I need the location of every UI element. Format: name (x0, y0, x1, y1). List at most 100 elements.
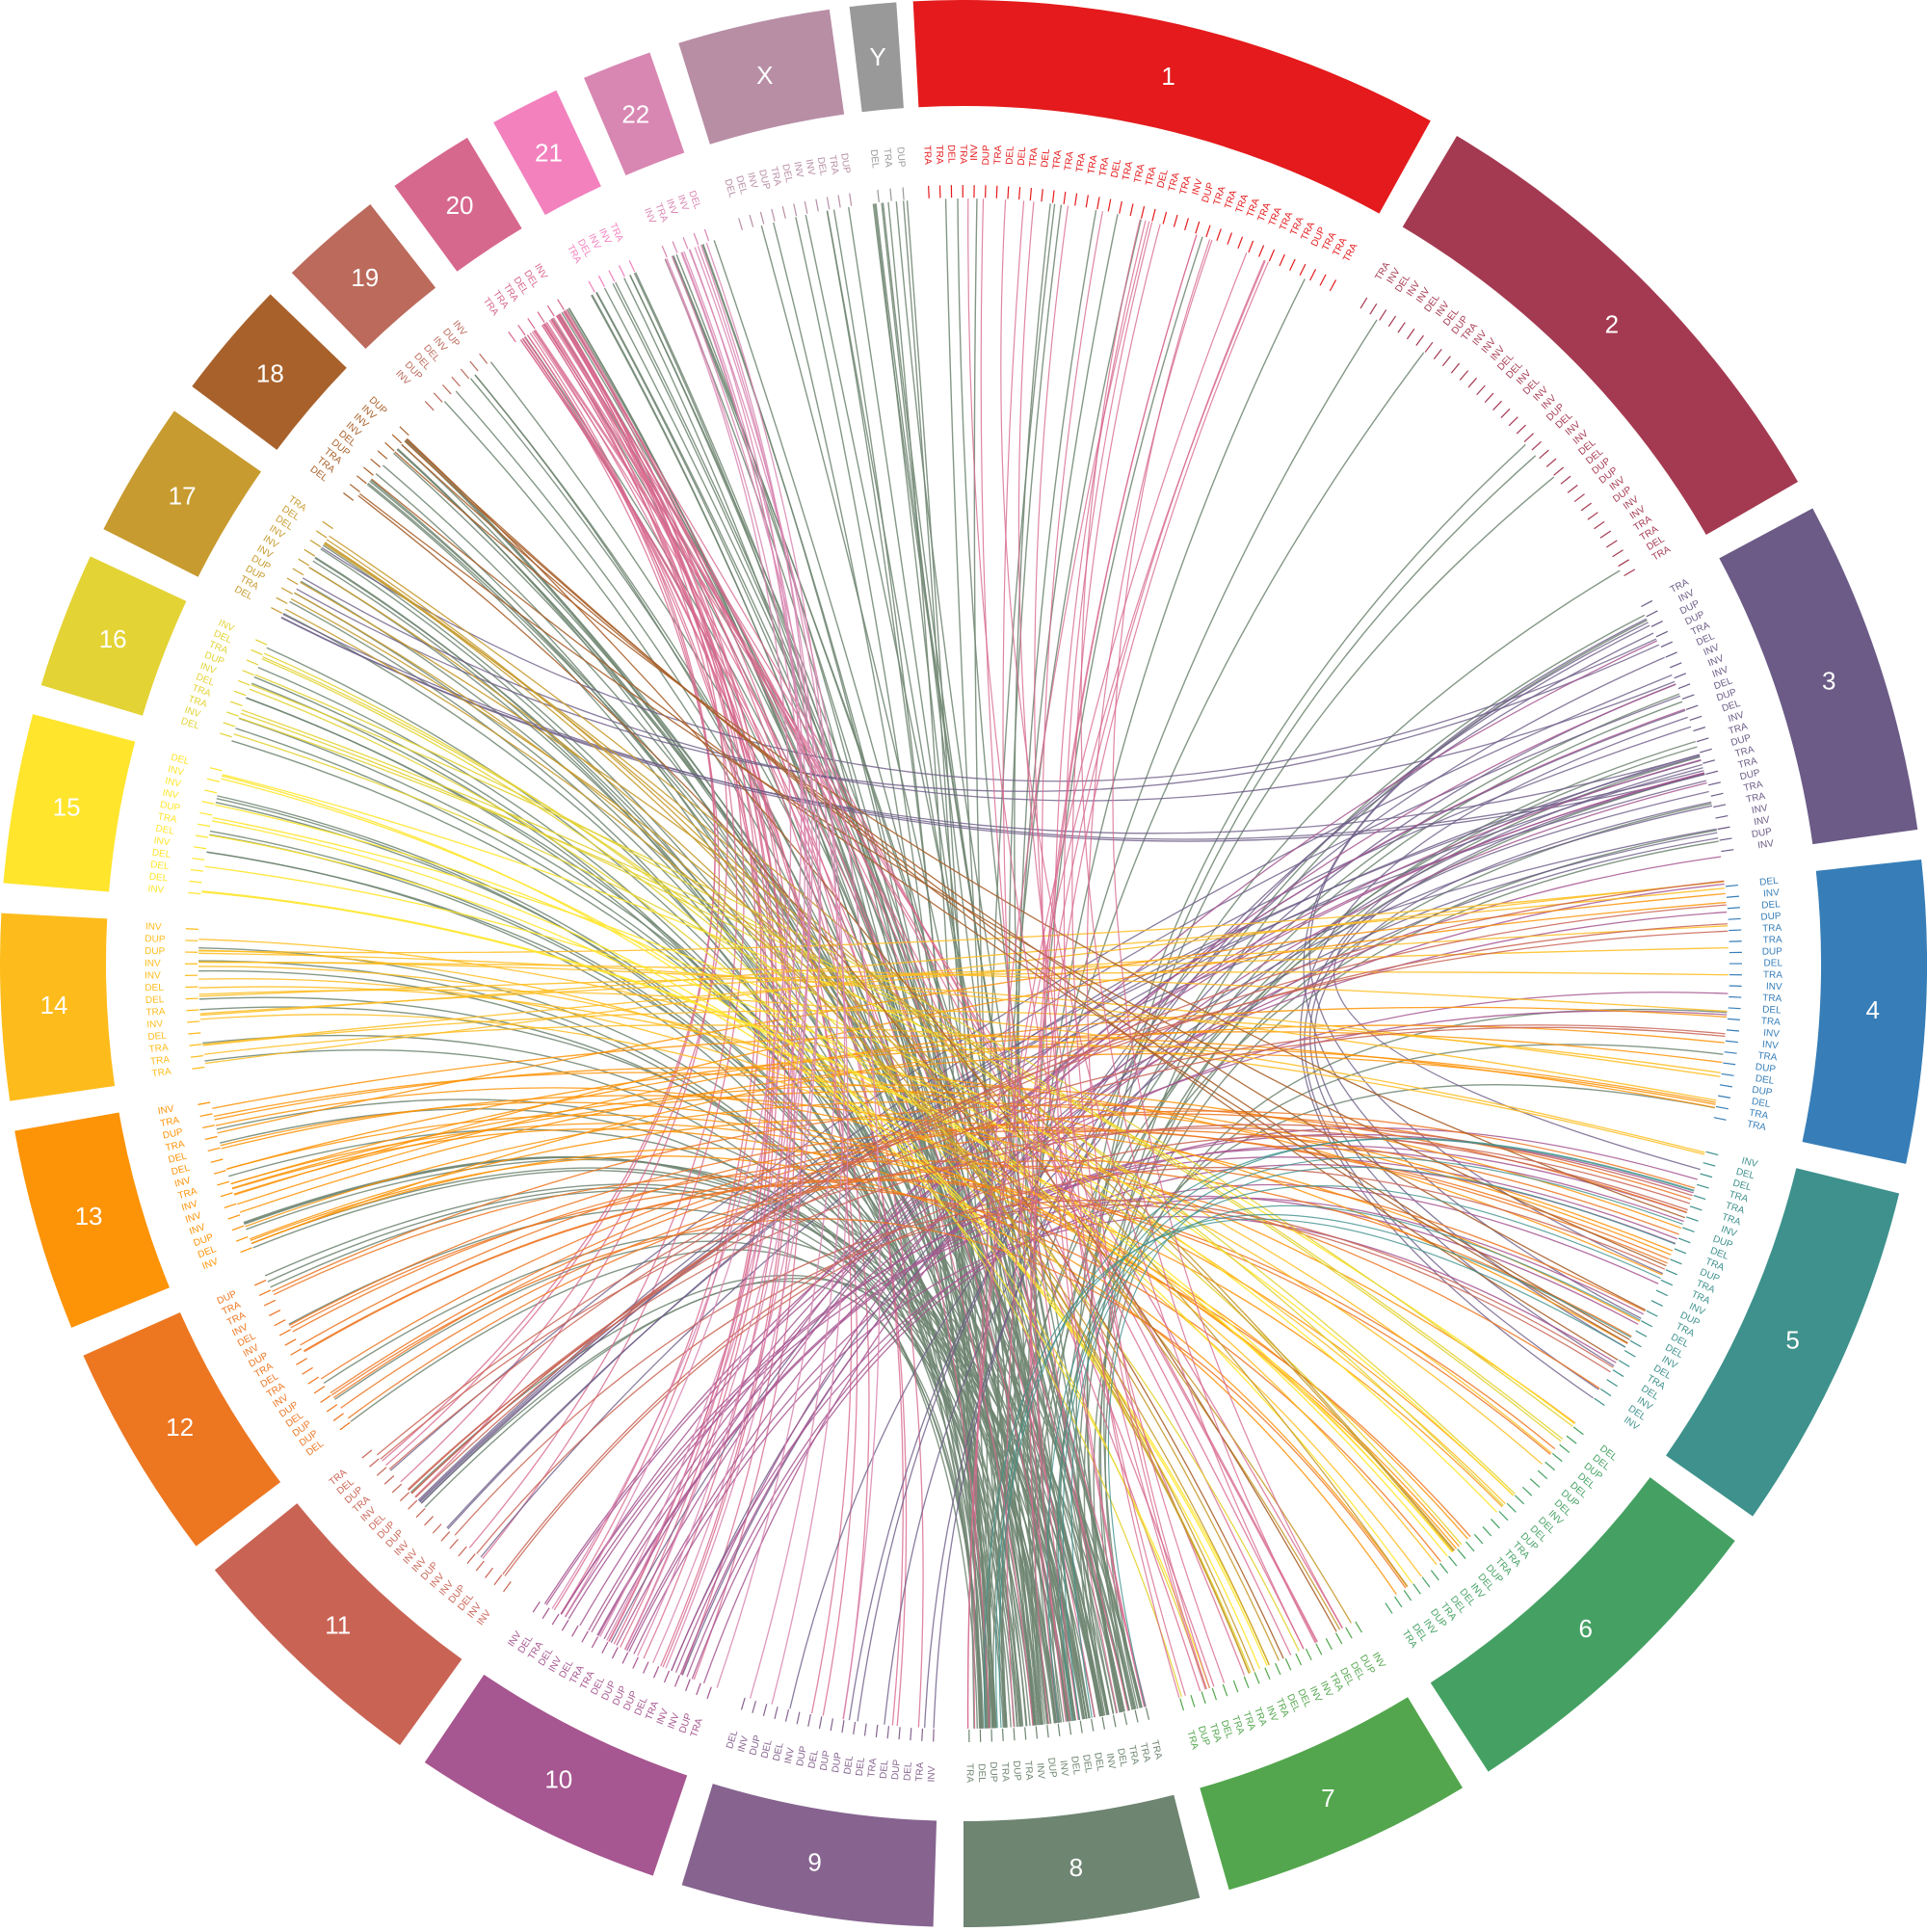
sv-tick (1716, 1106, 1729, 1108)
sv-tick (1003, 1729, 1004, 1741)
sv-tick (362, 1450, 372, 1458)
sv-tick (1458, 1549, 1465, 1559)
chromosome-label-14: 14 (40, 991, 68, 1019)
sv-tick (1075, 194, 1077, 206)
sv-tick (377, 1468, 386, 1476)
sv-tick (838, 196, 840, 208)
sv-tick (1501, 409, 1510, 417)
sv-tick (314, 1387, 325, 1393)
sv-type-label: DUP (988, 1761, 999, 1783)
sv-type-label: DUP (145, 934, 166, 945)
sv-tick (622, 1653, 628, 1664)
sv-tick (321, 1395, 331, 1402)
sv-tick (552, 1614, 559, 1625)
sv-tick (243, 671, 254, 675)
sv-tick (697, 1683, 700, 1695)
sv-tick (1651, 622, 1663, 627)
sv-tick (1690, 1206, 1702, 1210)
sv-tick (486, 1568, 493, 1577)
sv-tick (281, 588, 292, 594)
sv-tick (547, 305, 554, 316)
sv-tick (205, 1137, 218, 1140)
sv-tick (442, 384, 451, 394)
sv-tick (1058, 1724, 1060, 1736)
chromosome-label-21: 21 (535, 139, 563, 168)
sv-type-label: INV (1034, 1762, 1046, 1780)
sv-tick (1185, 218, 1189, 229)
sv-type-label: TRA (1757, 1050, 1778, 1063)
sv-tick (327, 1405, 337, 1412)
sv-tick (1729, 930, 1741, 931)
sv-tick (191, 870, 203, 872)
sv-tick (1619, 560, 1629, 567)
sv-type-label: INV (969, 145, 980, 161)
sv-tick (425, 401, 434, 410)
sv-tick (291, 1349, 302, 1356)
sv-tick (1280, 254, 1284, 266)
sv-type-label: DEL (945, 145, 956, 164)
sv-tick (194, 847, 206, 849)
sv-tick (1499, 1511, 1508, 1520)
sv-tick (1722, 1073, 1734, 1075)
sv-tick (1212, 1688, 1216, 1700)
sv-type-label: INV (145, 959, 161, 969)
sv-tick (633, 1657, 639, 1669)
sv-type-label: TRA (882, 147, 894, 168)
sv-type-label: TRA (958, 145, 968, 164)
sv-tick (1600, 531, 1611, 538)
sv-tick (1269, 250, 1274, 261)
sv-tick (1102, 1717, 1104, 1730)
sv-type-label: DEL (1040, 147, 1052, 168)
sv-tick (1069, 1722, 1071, 1734)
sv-type-label: INV (157, 1103, 175, 1117)
sv-tick (259, 1290, 271, 1296)
sv-tick (899, 1727, 900, 1739)
sv-tick (1370, 304, 1377, 314)
sv-tick (1008, 186, 1009, 198)
chromosome-label-12: 12 (166, 1413, 194, 1442)
sv-tick (1124, 1712, 1127, 1725)
sv-tick (1708, 782, 1721, 785)
sv-tick (1726, 886, 1738, 887)
sv-tick (1468, 378, 1477, 387)
sv-tick (1720, 1085, 1732, 1087)
sv-tick (1670, 663, 1681, 668)
sv-tick (1086, 195, 1088, 207)
sv-tick (1613, 550, 1623, 557)
sv-tick (1296, 1654, 1302, 1665)
sv-tick (1666, 652, 1677, 657)
sv-tick (1398, 323, 1405, 333)
sv-tick (1386, 1603, 1392, 1614)
sv-type-label: DEL (147, 1031, 168, 1044)
sv-tick (1607, 1380, 1618, 1387)
sv-tick (208, 1148, 221, 1151)
sv-tick (819, 1716, 821, 1729)
sv-tick (369, 1459, 379, 1467)
sv-tick (1030, 188, 1031, 200)
sv-tick (1624, 569, 1635, 576)
sv-tick (1474, 1534, 1483, 1544)
sv-type-label: DUP (981, 145, 992, 166)
sv-tick (1567, 1436, 1576, 1443)
sv-tick (234, 691, 246, 696)
sv-tick (217, 1181, 228, 1185)
sv-type-label: TRA (1762, 993, 1782, 1005)
sv-tick (629, 260, 635, 272)
sv-tick (210, 768, 223, 771)
sv-tick (255, 640, 267, 645)
sv-tick (1595, 1398, 1605, 1405)
chromosome-label-8: 8 (1069, 1853, 1083, 1882)
sv-tick (188, 1033, 200, 1034)
sv-tick (1451, 363, 1459, 373)
sv-tick (558, 300, 565, 310)
sv-tick (1636, 1331, 1647, 1337)
sv-tick (1546, 459, 1556, 466)
sv-tick (1265, 1668, 1270, 1680)
sv-tick (224, 723, 235, 727)
chromosome-label-10: 10 (544, 1764, 572, 1793)
sv-tick (1146, 1707, 1148, 1720)
sv-type-label: INV (1762, 1040, 1780, 1052)
sv-tick (775, 1707, 778, 1719)
chromosome-label-1: 1 (1161, 62, 1175, 91)
sv-tick (1727, 1030, 1739, 1031)
